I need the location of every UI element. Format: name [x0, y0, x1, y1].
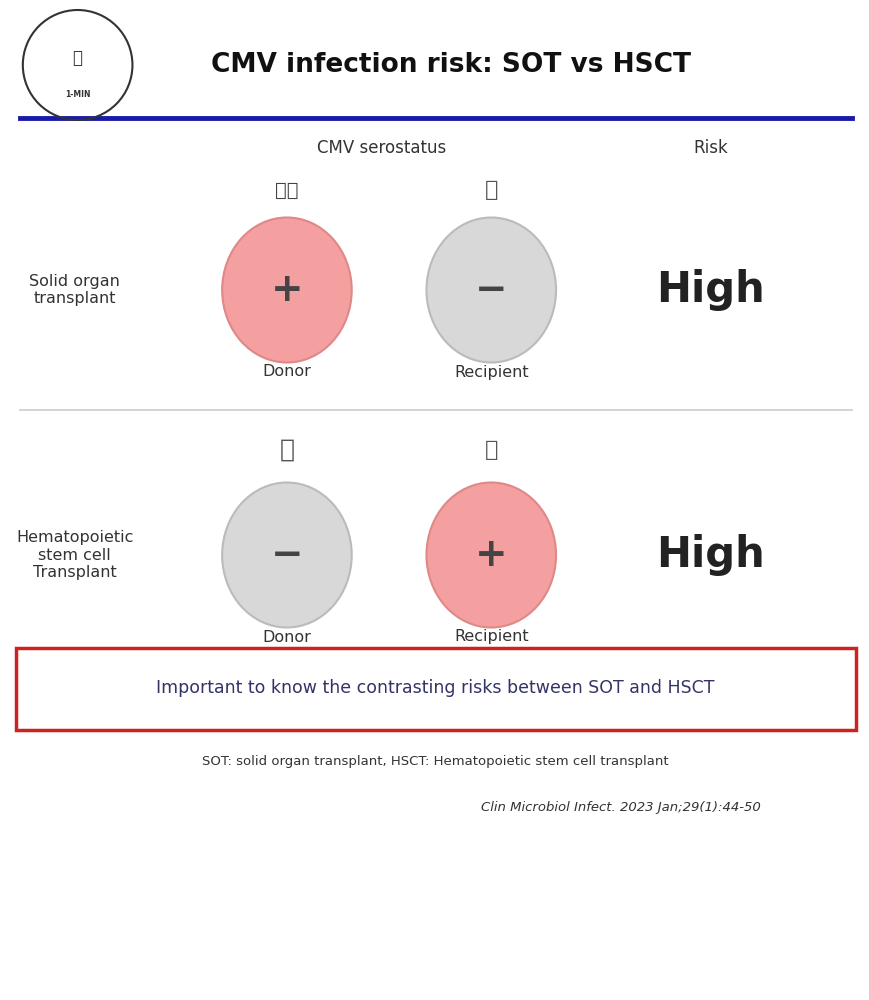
Text: High: High — [656, 269, 765, 311]
Text: 🚶: 🚶 — [485, 440, 498, 460]
Ellipse shape — [427, 483, 556, 628]
Text: 🚶: 🚶 — [485, 180, 498, 200]
Text: Hematopoietic
stem cell
Transplant: Hematopoietic stem cell Transplant — [16, 530, 133, 580]
Text: High: High — [656, 534, 765, 576]
Text: 📋: 📋 — [73, 49, 83, 67]
Text: 💧: 💧 — [280, 438, 295, 462]
Text: 🫘🫘: 🫘🫘 — [275, 180, 299, 200]
Ellipse shape — [222, 483, 352, 628]
Text: −: − — [270, 536, 303, 574]
Text: 1-MIN: 1-MIN — [65, 90, 90, 99]
Text: −: − — [475, 271, 507, 309]
Text: Solid organ
transplant: Solid organ transplant — [30, 274, 120, 306]
Text: Risk: Risk — [693, 139, 728, 157]
Text: CMV infection risk: SOT vs HSCT: CMV infection risk: SOT vs HSCT — [211, 52, 692, 78]
Text: +: + — [270, 271, 303, 309]
Text: CMV serostatus: CMV serostatus — [317, 139, 447, 157]
Text: Clin Microbiol Infect. 2023 Jan;29(1):44-50: Clin Microbiol Infect. 2023 Jan;29(1):44… — [481, 802, 760, 814]
Text: Recipient: Recipient — [454, 630, 528, 645]
Text: Donor: Donor — [262, 364, 311, 379]
Text: Important to know the contrasting risks between SOT and HSCT: Important to know the contrasting risks … — [156, 679, 714, 697]
Ellipse shape — [222, 218, 352, 362]
Text: Donor: Donor — [262, 630, 311, 645]
Text: Recipient: Recipient — [454, 364, 528, 379]
FancyBboxPatch shape — [16, 648, 856, 730]
Ellipse shape — [427, 218, 556, 362]
Text: +: + — [475, 536, 507, 574]
Text: SOT: solid organ transplant, HSCT: Hematopoietic stem cell transplant: SOT: solid organ transplant, HSCT: Hemat… — [202, 756, 669, 768]
